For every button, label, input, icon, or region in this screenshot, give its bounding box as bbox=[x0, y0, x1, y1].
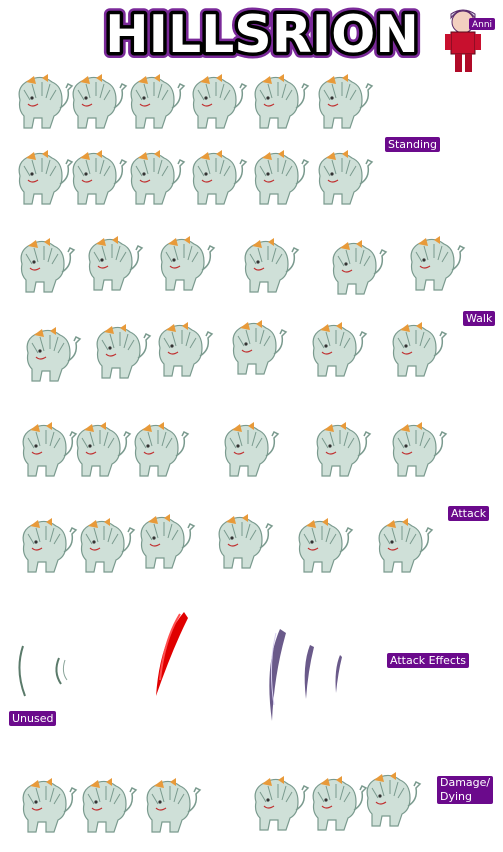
lion-sprite bbox=[66, 148, 128, 214]
red-slash-effect bbox=[156, 612, 188, 696]
label-attack-effects: Attack Effects bbox=[387, 653, 470, 668]
anni-avatar-icon: Anni bbox=[441, 4, 499, 77]
lion-sprite bbox=[212, 512, 274, 578]
lion-sprite bbox=[66, 72, 128, 138]
title-logo: HILLSRION HILLSRION HILLSRION bbox=[99, 0, 425, 71]
lion-sprite bbox=[248, 774, 310, 840]
label-unused: Unused bbox=[9, 711, 57, 726]
lion-sprite bbox=[218, 420, 280, 486]
lion-sprite bbox=[292, 516, 354, 582]
sheet-title: HILLSRION HILLSRION HILLSRION bbox=[90, 0, 435, 71]
lion-sprite bbox=[74, 516, 136, 582]
lion-sprite bbox=[20, 325, 82, 391]
lion-sprite bbox=[312, 72, 374, 138]
lion-sprite bbox=[16, 516, 78, 582]
lion-sprite bbox=[70, 420, 132, 486]
title-text: HILLSRION bbox=[105, 5, 419, 65]
lion-sprite bbox=[186, 148, 248, 214]
label-standing: Standing bbox=[385, 137, 441, 152]
lion-sprite bbox=[238, 236, 300, 302]
lion-sprite bbox=[386, 420, 448, 486]
lion-sprite bbox=[386, 320, 448, 386]
lion-sprite bbox=[326, 238, 388, 304]
lion-sprite bbox=[140, 776, 202, 842]
lion-sprite bbox=[82, 234, 144, 300]
lion-sprite bbox=[152, 320, 214, 386]
lion-sprite bbox=[14, 236, 76, 302]
lion-sprite bbox=[226, 318, 288, 384]
label-walk: Walk bbox=[463, 311, 496, 326]
lion-sprite bbox=[372, 516, 434, 582]
svg-text:HILLSRION: HILLSRION bbox=[105, 5, 419, 65]
lion-sprite bbox=[90, 322, 152, 388]
label-attack: Attack bbox=[448, 506, 490, 521]
lion-sprite bbox=[124, 148, 186, 214]
author-tag: Anni bbox=[472, 20, 492, 30]
lion-sprite bbox=[12, 72, 74, 138]
lion-sprite bbox=[306, 320, 368, 386]
purple-claw-effect bbox=[269, 629, 342, 721]
lion-sprite bbox=[310, 420, 372, 486]
lion-sprite bbox=[12, 148, 74, 214]
unused-claw-effect bbox=[18, 645, 68, 697]
lion-sprite bbox=[134, 512, 196, 578]
lion-sprite bbox=[186, 72, 248, 138]
lion-sprite bbox=[16, 420, 78, 486]
lion-sprite bbox=[312, 148, 374, 214]
svg-text:HILLSRION: HILLSRION bbox=[105, 5, 419, 65]
lion-sprite bbox=[404, 234, 466, 300]
lion-sprite bbox=[124, 72, 186, 138]
label-damage-dying: Damage/ Dying bbox=[437, 776, 494, 804]
lion-sprite bbox=[248, 148, 310, 214]
lion-sprite bbox=[154, 234, 216, 300]
lion-sprite bbox=[306, 774, 368, 840]
lion-sprite bbox=[16, 776, 78, 842]
lion-sprite bbox=[360, 770, 422, 836]
lion-sprite bbox=[128, 420, 190, 486]
lion-sprite bbox=[76, 776, 138, 842]
lion-sprite bbox=[248, 72, 310, 138]
